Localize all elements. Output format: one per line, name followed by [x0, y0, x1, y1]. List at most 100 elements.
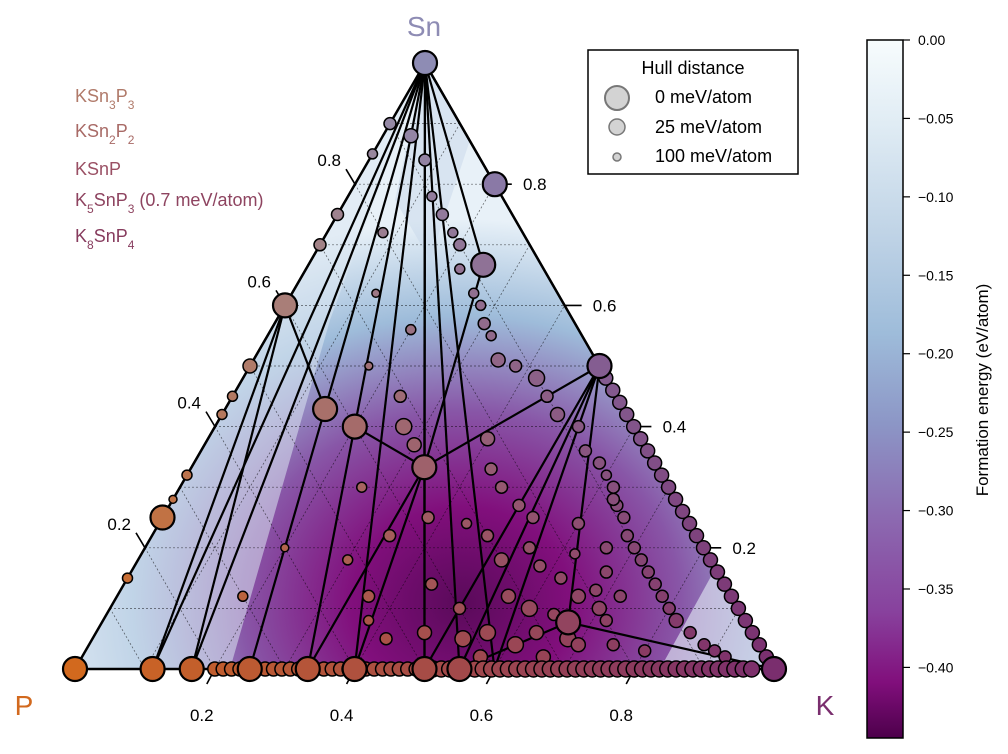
- data-point: [606, 638, 620, 652]
- data-point: [688, 527, 705, 544]
- data-point: [508, 359, 523, 373]
- colorbar-tick-label: −0.15: [918, 267, 954, 283]
- data-point: [312, 395, 339, 423]
- data-point: [226, 390, 239, 403]
- data-point: [470, 251, 497, 278]
- data-point: [418, 153, 432, 167]
- data-point: [506, 636, 525, 654]
- colorbar: 0.00 −0.05 −0.10 −0.15 −0.20 −0.25 −0.30 −0.35 −…: [866, 32, 992, 739]
- data-point: [668, 612, 684, 629]
- data-point: [716, 576, 733, 592]
- data-point: [121, 572, 134, 584]
- data-point: [478, 623, 497, 642]
- data-point: [411, 49, 439, 77]
- data-point: [394, 417, 413, 436]
- phase-labels: KSn3P3 KSn2P2 KSnP K5SnP3 (0.7 meV/atom) K8S…: [75, 86, 263, 252]
- left-tick-label: 0.8: [317, 151, 341, 170]
- data-point: [571, 419, 586, 434]
- data-point: [237, 590, 249, 603]
- data-point: [600, 469, 613, 481]
- data-point: [481, 171, 508, 198]
- data-point: [330, 207, 345, 222]
- data-point: [411, 454, 438, 481]
- tie-line: [423, 62, 461, 670]
- data-point: [383, 116, 397, 131]
- data-point: [605, 382, 621, 398]
- left-tick-mark: [205, 411, 216, 428]
- data-point: [341, 655, 368, 683]
- colorbar-rect: [866, 39, 904, 739]
- legend-marker-medium: [608, 118, 626, 136]
- data-point: [494, 480, 509, 494]
- data-point: [637, 644, 652, 658]
- data-point: [361, 589, 376, 604]
- data-point: [379, 631, 393, 646]
- data-point: [236, 655, 263, 683]
- data-point: [512, 498, 526, 513]
- data-point: [589, 583, 603, 597]
- data-point: [454, 629, 472, 648]
- vertex-label-p: P: [15, 690, 34, 721]
- data-point: [480, 528, 495, 543]
- data-point: [485, 329, 497, 342]
- legend-box: [587, 49, 799, 175]
- gridline: [563, 487, 670, 670]
- legend-label-0: 0 meV/atom: [655, 87, 752, 107]
- data-point: [641, 565, 656, 579]
- data-point: [570, 588, 587, 605]
- data-point: [526, 510, 540, 525]
- colorbar-tick-label: −0.10: [918, 189, 954, 205]
- left-tick-label: 0.2: [107, 515, 131, 534]
- data-point: [599, 613, 614, 628]
- data-point: [447, 226, 459, 239]
- data-point: [618, 406, 635, 423]
- data-point: [452, 601, 467, 616]
- legend-marker-small: [612, 152, 622, 162]
- data-point: [294, 655, 321, 683]
- data-point: [599, 541, 614, 555]
- bottom-tick-label: 0.8: [609, 706, 633, 725]
- data-point: [555, 609, 582, 636]
- tie-line: [306, 466, 426, 670]
- data-point: [520, 599, 539, 618]
- gridline: [494, 426, 635, 670]
- legend-label-1: 25 meV/atom: [655, 117, 762, 137]
- gridline: [214, 184, 496, 670]
- left-tick-label: 0.6: [247, 272, 271, 291]
- data-point: [528, 624, 545, 641]
- tie-line: [151, 305, 287, 670]
- data-point: [674, 503, 691, 520]
- data-point: [242, 358, 258, 374]
- data-point: [355, 481, 368, 493]
- data-point: [405, 323, 417, 336]
- data-point: [660, 479, 677, 495]
- data-point: [599, 565, 614, 579]
- left-tick-mark: [345, 168, 356, 185]
- bottom-tick-label: 0.6: [470, 706, 494, 725]
- data-point: [646, 455, 663, 471]
- data-point: [625, 418, 642, 435]
- data-point: [435, 207, 450, 222]
- data-point: [606, 480, 621, 494]
- data-point: [632, 430, 649, 447]
- data-point: [751, 637, 768, 653]
- data-point: [393, 389, 408, 404]
- data-point: [474, 299, 487, 312]
- data-point: [484, 462, 498, 476]
- data-point: [648, 577, 662, 591]
- data-point: [454, 263, 466, 275]
- data-point: [467, 287, 480, 300]
- colorbar-tick-label: −0.30: [918, 503, 954, 519]
- data-point: [460, 517, 473, 530]
- data-point: [382, 528, 397, 543]
- colorbar-tick-label: −0.40: [918, 659, 954, 675]
- data-point: [411, 655, 438, 683]
- colorbar-tick-label: −0.20: [918, 346, 954, 362]
- data-point: [730, 600, 747, 617]
- bottom-tick-label: 0.2: [190, 706, 214, 725]
- legend-title: Hull distance: [641, 58, 744, 78]
- data-point: [667, 491, 684, 508]
- colorbar-tick-label: −0.05: [918, 110, 954, 126]
- data-point: [606, 492, 621, 507]
- colorbar-tick-label: −0.25: [918, 424, 954, 440]
